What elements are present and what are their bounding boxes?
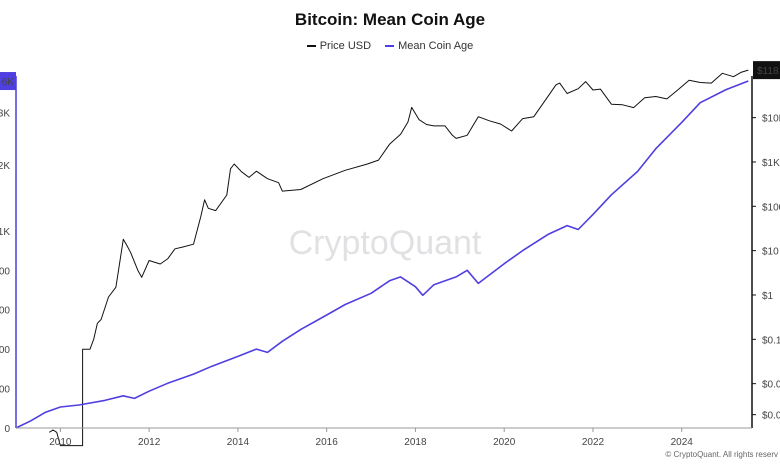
x-tick-label: 2010 [49, 437, 72, 448]
series-layer [15, 69, 749, 447]
left-tick-label: 0 [4, 424, 10, 435]
legend-swatch-mean-coin-age [385, 45, 395, 47]
x-tick-label: 2022 [582, 437, 605, 448]
x-tick-label: 2018 [404, 437, 427, 448]
axis-layer: 2010 2012 2014 2016 2018 2020 2022 202400000000… [0, 61, 780, 448]
right-tick-label: $0.0 [762, 411, 780, 422]
copyright-notice: © CryptoQuant. All rights reserv [665, 450, 778, 459]
x-tick-label: 2016 [316, 437, 339, 448]
left-tick-label: 00 [0, 385, 10, 396]
legend-swatch-price [306, 45, 316, 47]
right-current-value-label: $118 [757, 66, 779, 77]
right-current-value-tag [753, 61, 780, 80]
right-tick-label: $1K [762, 158, 780, 169]
legend-item-price[interactable]: Price USD [306, 40, 372, 52]
right-tick-label: $10 [762, 247, 779, 258]
left-current-value-label: 6K [2, 77, 15, 88]
left-tick-label: 00 [0, 345, 10, 356]
right-tick-label: $1 [762, 291, 774, 302]
watermark-logo: CryptoQuant [289, 224, 482, 262]
legend-item-mean-coin-age[interactable]: Mean Coin Age [385, 40, 473, 52]
left-tick-label: 00 [0, 266, 10, 277]
x-tick-label: 2024 [671, 437, 694, 448]
price-usd-line [49, 69, 749, 447]
legend-label-price: Price USD [319, 40, 372, 52]
right-tick-label: $0.1 [762, 335, 780, 346]
legend-label-mean-coin-age: Mean Coin Age [398, 40, 474, 52]
right-tick-label: $100 [762, 202, 780, 213]
left-current-value-tag [0, 72, 16, 91]
right-tick-label: $0.0 [762, 380, 780, 391]
chart-title: Bitcoin: Mean Coin Age [294, 10, 486, 29]
left-tick-label: 3K [0, 109, 10, 120]
left-tick-label: 2K [0, 161, 10, 172]
chart-legend[interactable]: Price USD Mean Coin Age [0, 40, 780, 52]
x-tick-label: 2014 [227, 437, 250, 448]
left-tick-label: 1K [0, 227, 10, 238]
left-tick-label: 00 [0, 306, 10, 317]
right-tick-label: $10K [762, 114, 780, 125]
x-tick-label: 2012 [138, 437, 161, 448]
mean-coin-age-line [15, 80, 749, 429]
x-tick-label: 2020 [493, 437, 516, 448]
